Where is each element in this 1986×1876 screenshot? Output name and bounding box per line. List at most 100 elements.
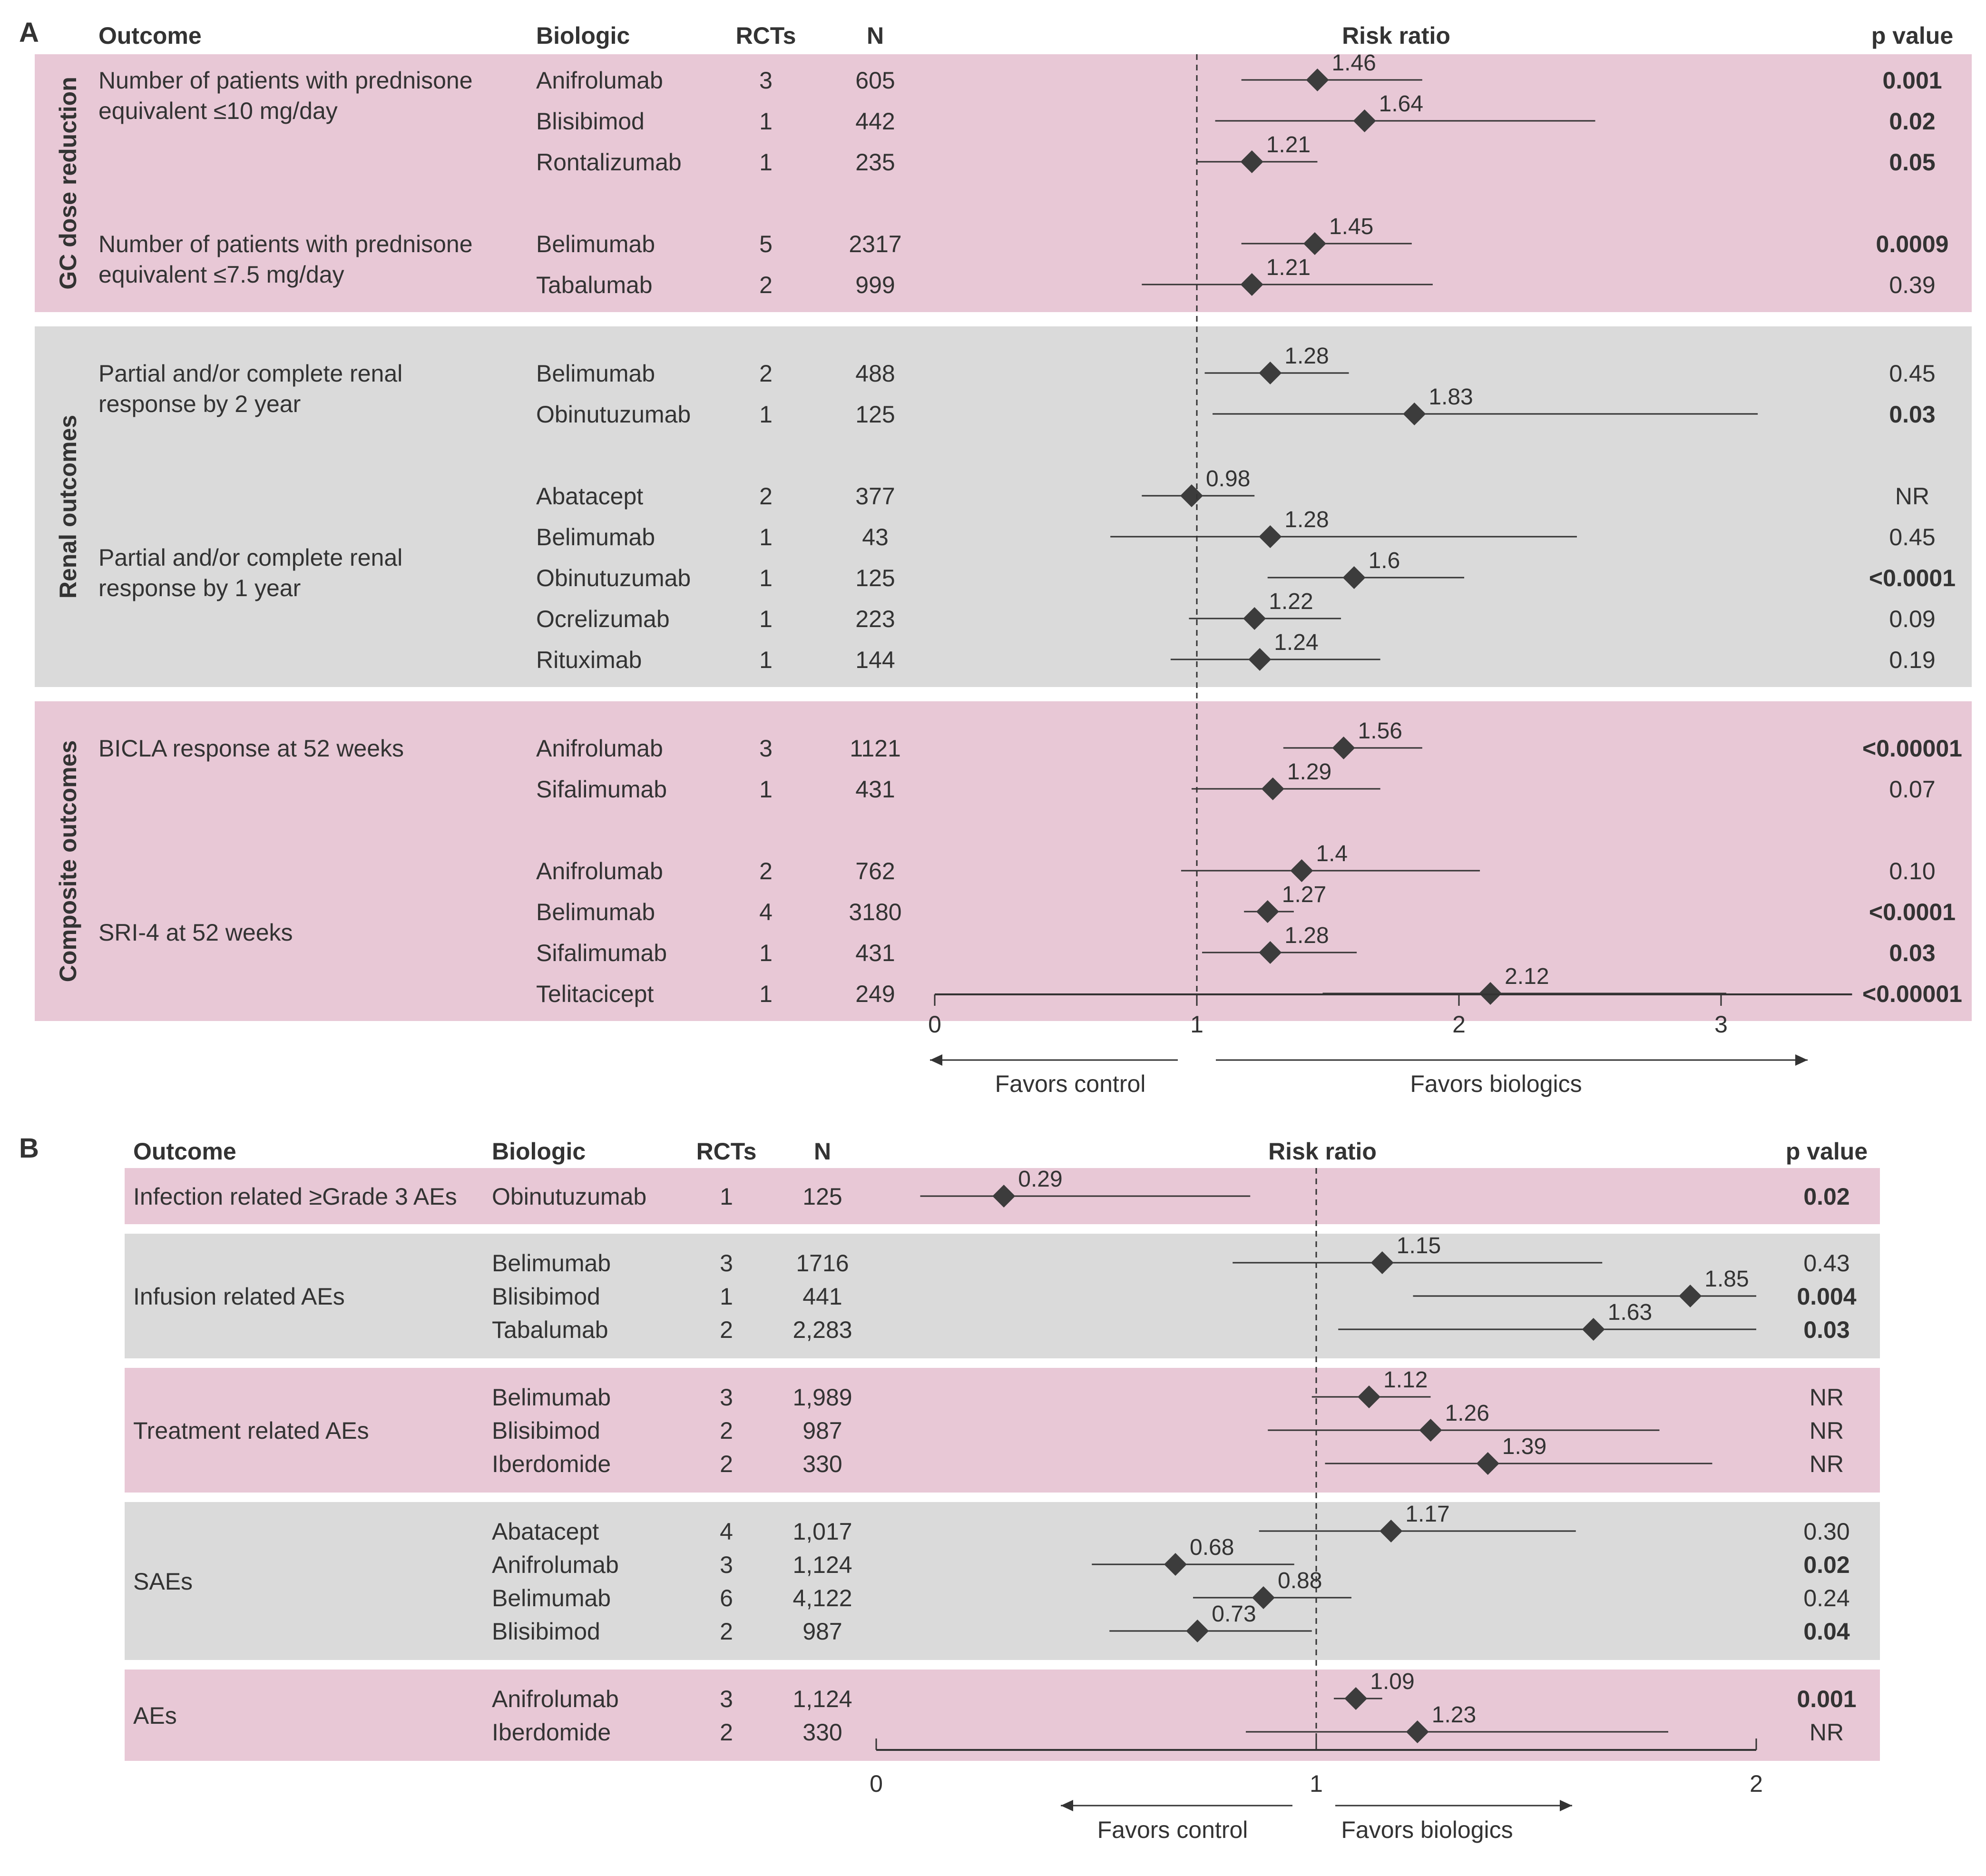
n-value: 249 — [855, 981, 895, 1007]
p-value: 0.02 — [1803, 1552, 1849, 1578]
rcts-value: 2 — [759, 858, 773, 884]
biologic-name: Obinutuzumab — [536, 565, 691, 591]
biologic-name: Blisibimod — [492, 1283, 600, 1310]
header-rcts: RCTs — [696, 1138, 757, 1165]
panel-letter: B — [19, 1133, 39, 1164]
outcome-label: Number of patients with prednisone — [98, 231, 473, 257]
n-value: 4,122 — [792, 1585, 852, 1611]
p-value: <0.00001 — [1862, 735, 1962, 762]
rr-label: 1.4 — [1316, 841, 1348, 866]
rcts-value: 2 — [720, 1417, 733, 1444]
n-value: 987 — [802, 1618, 842, 1645]
n-value: 125 — [855, 401, 895, 428]
biologic-name: Belimumab — [536, 524, 655, 550]
n-value: 1,124 — [792, 1552, 852, 1578]
outcome-label: Partial and/or complete renal — [98, 544, 402, 571]
n-value: 2317 — [849, 231, 901, 257]
rr-label: 1.24 — [1274, 630, 1318, 655]
rr-label: 1.28 — [1284, 507, 1329, 532]
biologic-name: Rituximab — [536, 647, 642, 673]
p-value: 0.30 — [1803, 1518, 1849, 1545]
biologic-name: Tabalumab — [492, 1316, 608, 1343]
rr-label: 1.23 — [1432, 1702, 1476, 1728]
rcts-value: 3 — [759, 735, 773, 762]
p-value: 0.001 — [1797, 1686, 1856, 1712]
p-value: 0.10 — [1889, 858, 1935, 884]
p-value: 0.004 — [1797, 1283, 1856, 1310]
n-value: 1121 — [850, 735, 901, 762]
rcts-value: 1 — [720, 1183, 733, 1210]
outcome-label: Infusion related AEs — [133, 1283, 345, 1310]
p-value: 0.03 — [1803, 1316, 1849, 1343]
favors-control-label: Favors control — [1097, 1817, 1248, 1843]
x-tick-label: 3 — [1714, 1011, 1728, 1038]
rr-diamond — [1353, 109, 1376, 132]
n-value: 330 — [802, 1451, 842, 1477]
rr-diamond — [1186, 1620, 1209, 1642]
header-p: p value — [1871, 22, 1953, 49]
x-tick-label: 2 — [1452, 1011, 1466, 1038]
rcts-value: 3 — [720, 1552, 733, 1578]
biologic-name: Iberdomide — [492, 1719, 611, 1746]
n-value: 431 — [855, 940, 895, 966]
outcome-label: equivalent ≤10 mg/day — [98, 98, 338, 124]
biologic-name: Abatacept — [536, 483, 643, 510]
n-value: 2,283 — [792, 1316, 852, 1343]
favors-control-arrowhead — [1061, 1800, 1073, 1811]
group-band — [125, 1670, 1880, 1761]
n-value: 1,017 — [792, 1518, 852, 1545]
rcts-value: 1 — [759, 981, 773, 1007]
rr-label: 1.27 — [1282, 882, 1326, 907]
x-tick-label: 1 — [1190, 1011, 1203, 1038]
favors-biologics-arrowhead — [1795, 1054, 1808, 1066]
header-n: N — [814, 1138, 831, 1165]
rr-diamond — [1180, 484, 1203, 507]
group-band — [35, 54, 1972, 312]
rr-label: 0.88 — [1278, 1568, 1322, 1593]
biologic-name: Sifalimumab — [536, 776, 667, 803]
n-value: 377 — [855, 483, 895, 510]
rr-diamond — [1256, 900, 1279, 923]
p-value: 0.03 — [1889, 940, 1935, 966]
outcome-label: AEs — [133, 1702, 177, 1729]
biologic-name: Anifrolumab — [536, 858, 663, 884]
rr-diamond — [1476, 1452, 1499, 1475]
p-value: 0.09 — [1889, 606, 1935, 632]
n-value: 488 — [855, 360, 895, 387]
rr-diamond — [1344, 1687, 1368, 1710]
header-biologic: Biologic — [536, 22, 630, 49]
rr-diamond — [1342, 566, 1366, 589]
n-value: 762 — [855, 858, 895, 884]
rcts-value: 1 — [759, 606, 773, 632]
header-n: N — [867, 22, 884, 49]
rcts-value: 1 — [759, 940, 773, 966]
p-value: NR — [1810, 1417, 1844, 1444]
rcts-value: 1 — [759, 776, 773, 803]
p-value: 0.02 — [1889, 108, 1935, 135]
p-value: 0.24 — [1803, 1585, 1849, 1611]
n-value: 144 — [855, 647, 895, 673]
rr-diamond — [1240, 273, 1263, 296]
rr-label: 1.85 — [1704, 1267, 1749, 1292]
outcome-label: equivalent ≤7.5 mg/day — [98, 261, 344, 288]
n-value: 330 — [802, 1719, 842, 1746]
rr-label: 1.28 — [1284, 923, 1329, 948]
biologic-name: Telitacicept — [536, 981, 654, 1007]
favors-biologics-label: Favors biologics — [1341, 1817, 1513, 1843]
p-value: <0.0001 — [1869, 565, 1956, 591]
rr-diamond — [1252, 1586, 1275, 1609]
rr-diamond — [1306, 69, 1329, 91]
rcts-value: 6 — [720, 1585, 733, 1611]
biologic-name: Obinutuzumab — [536, 401, 691, 428]
biologic-name: Belimumab — [536, 360, 655, 387]
rr-label: 1.56 — [1358, 718, 1402, 744]
biologic-name: Belimumab — [536, 899, 655, 925]
group-label: Renal outcomes — [55, 415, 81, 599]
p-value: 0.19 — [1889, 647, 1935, 673]
rr-label: 1.28 — [1284, 344, 1329, 369]
biologic-name: Sifalimumab — [536, 940, 667, 966]
n-value: 235 — [855, 149, 895, 176]
x-tick-label: 1 — [1310, 1770, 1323, 1797]
biologic-name: Iberdomide — [492, 1451, 611, 1477]
rr-diamond — [1358, 1385, 1380, 1408]
